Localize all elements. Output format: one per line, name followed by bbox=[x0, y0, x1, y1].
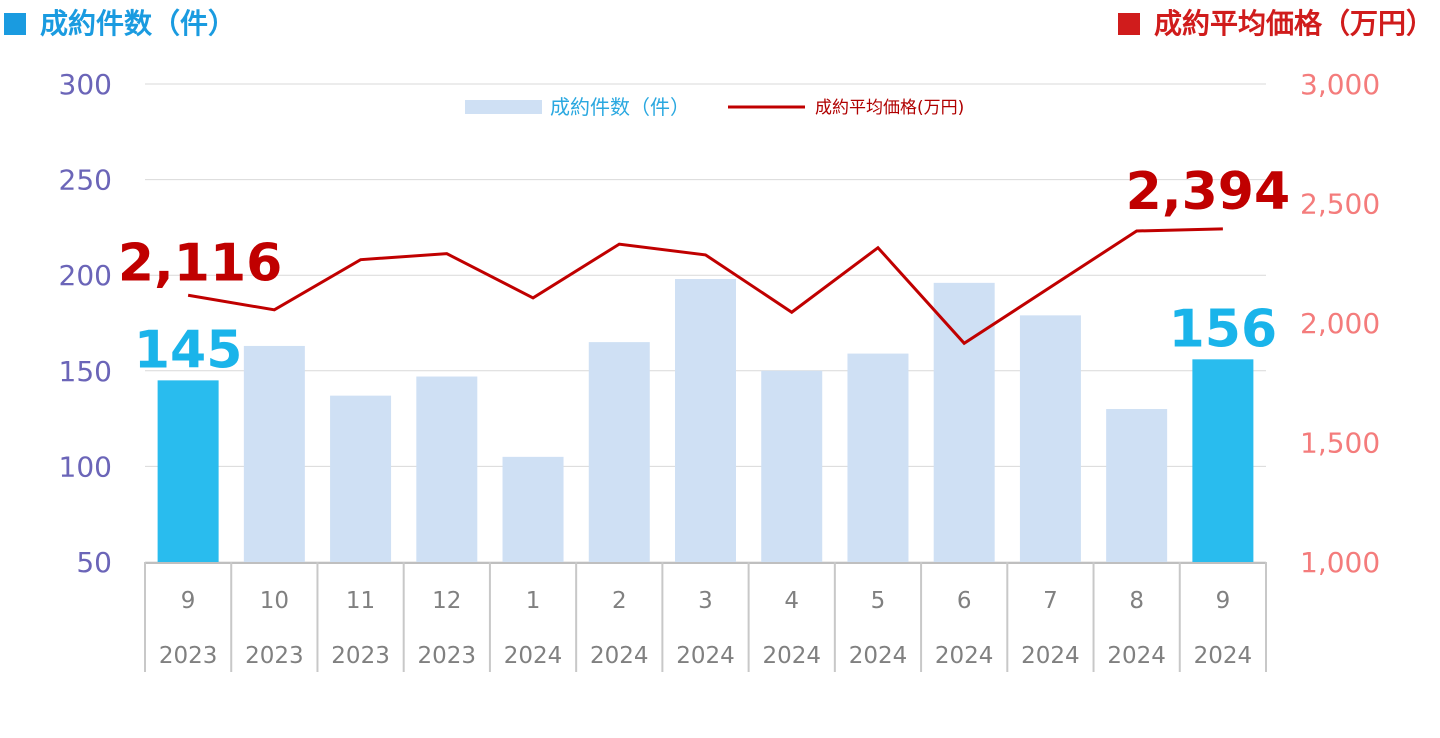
right-y-tick-label: 3,000 bbox=[1300, 68, 1380, 101]
left-axis-title: 成約件数（件） bbox=[4, 2, 236, 42]
right-y-tick-label: 2,500 bbox=[1300, 188, 1380, 221]
left-y-tick-label: 200 bbox=[59, 259, 112, 292]
x-tick-year: 2023 bbox=[159, 643, 218, 669]
legend-bar-swatch bbox=[465, 100, 542, 114]
bar bbox=[157, 380, 219, 562]
x-tick-year: 2024 bbox=[935, 643, 994, 669]
bar-label-first: 145 bbox=[134, 320, 243, 380]
x-axis: 9 2023 10 2023 11 2023 12 2023 1 2024 2 2024 3 2024 4 2… bbox=[144, 562, 1267, 672]
x-tick-month: 4 bbox=[784, 588, 799, 614]
bar bbox=[243, 345, 305, 562]
left-y-tick-label: 100 bbox=[59, 450, 112, 483]
right-y-tick-label: 1,000 bbox=[1300, 546, 1380, 579]
x-tick-month: 11 bbox=[346, 588, 375, 614]
price-line bbox=[187, 227, 1223, 346]
line-series bbox=[187, 227, 1223, 346]
x-tick-month: 2 bbox=[612, 588, 627, 614]
x-tick-month: 3 bbox=[698, 588, 713, 614]
line-label-first: 2,116 bbox=[118, 233, 282, 293]
right-y-tick-label: 2,000 bbox=[1300, 307, 1380, 340]
right-y-axis: 1,000 1,500 2,000 2,500 3,000 bbox=[1300, 68, 1380, 579]
legend-bar-label: 成約件数（件） bbox=[550, 95, 690, 119]
x-tick-month: 1 bbox=[526, 588, 541, 614]
bar bbox=[416, 376, 478, 562]
right-axis-title-text: 成約平均価格（万円） bbox=[1153, 7, 1434, 40]
x-tick-month: 12 bbox=[432, 588, 461, 614]
bar bbox=[761, 370, 823, 562]
bar bbox=[502, 456, 564, 562]
x-tick-year: 2024 bbox=[1194, 643, 1253, 669]
x-tick-year: 2023 bbox=[245, 643, 304, 669]
left-y-tick-label: 150 bbox=[59, 355, 112, 388]
left-y-tick-label: 250 bbox=[59, 164, 112, 197]
bar bbox=[933, 282, 995, 562]
x-tick-month: 8 bbox=[1129, 588, 1144, 614]
bar bbox=[847, 353, 909, 562]
right-axis-title: 成約平均価格（万円） bbox=[1117, 2, 1434, 42]
bar bbox=[1019, 315, 1081, 562]
x-tick-month: 9 bbox=[1216, 588, 1231, 614]
bar-series bbox=[157, 279, 1254, 562]
x-tick-year: 2024 bbox=[676, 643, 735, 669]
bar bbox=[1192, 359, 1254, 562]
legend: 成約件数（件） 成約平均価格(万円) bbox=[465, 95, 964, 119]
bar bbox=[1106, 409, 1168, 562]
bar bbox=[675, 279, 736, 562]
x-tick-month: 6 bbox=[957, 588, 972, 614]
line-label-last: 2,394 bbox=[1126, 162, 1290, 222]
x-tick-year: 2024 bbox=[849, 643, 908, 669]
square-icon bbox=[1117, 13, 1140, 35]
x-tick-year: 2024 bbox=[590, 643, 649, 669]
bar-label-last: 156 bbox=[1169, 299, 1278, 359]
x-tick-year: 2023 bbox=[331, 643, 390, 669]
x-tick-year: 2024 bbox=[762, 643, 821, 669]
legend-line-label: 成約平均価格(万円) bbox=[815, 98, 964, 118]
bar bbox=[330, 395, 392, 562]
x-tick-month: 9 bbox=[181, 588, 196, 614]
bar bbox=[588, 342, 650, 562]
x-tick-year: 2023 bbox=[418, 643, 477, 669]
x-tick-month: 10 bbox=[260, 588, 289, 614]
left-y-tick-label: 50 bbox=[76, 546, 112, 579]
right-y-tick-label: 1,500 bbox=[1300, 427, 1380, 460]
x-tick-month: 7 bbox=[1043, 588, 1058, 614]
square-icon bbox=[4, 13, 26, 35]
x-tick-month: 5 bbox=[871, 588, 886, 614]
x-tick-year: 2024 bbox=[1107, 643, 1166, 669]
x-tick-year: 2024 bbox=[1021, 643, 1080, 669]
left-y-tick-label: 300 bbox=[59, 68, 112, 101]
left-y-axis: 50 100 150 200 250 300 bbox=[59, 68, 112, 579]
data-labels: 145 156 2,116 2,394 bbox=[118, 162, 1290, 381]
x-tick-year: 2024 bbox=[504, 643, 563, 669]
left-axis-title-text: 成約件数（件） bbox=[40, 7, 237, 40]
